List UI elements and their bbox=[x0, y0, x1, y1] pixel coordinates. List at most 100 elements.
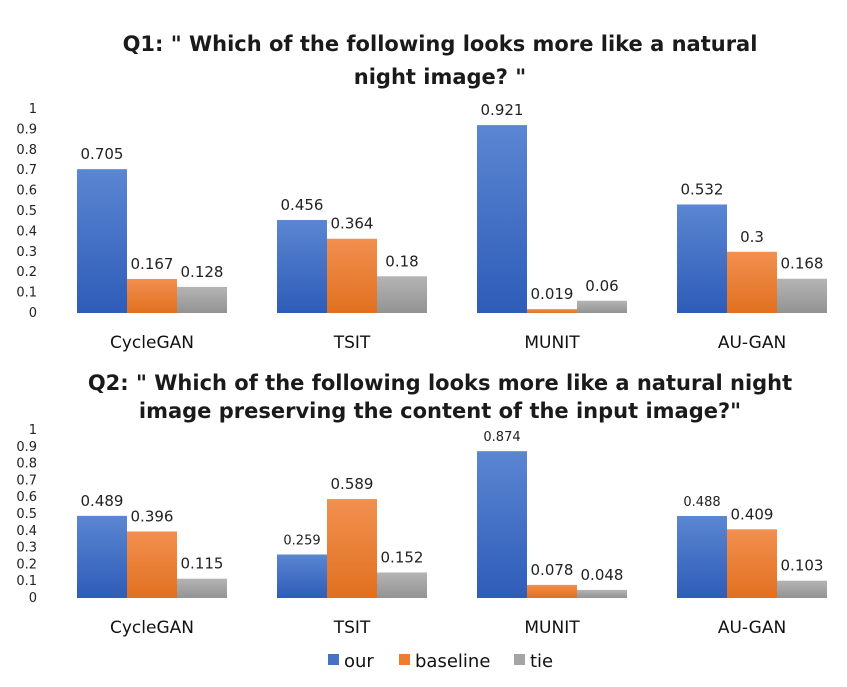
legend-swatch-tie bbox=[514, 654, 525, 665]
bar-baseline-tsit bbox=[327, 238, 377, 313]
data-label-our: 0.456 bbox=[281, 196, 324, 214]
y-tick-label: 0.2 bbox=[16, 557, 37, 572]
chart-title-line-2: image preserving the content of the inpu… bbox=[139, 399, 741, 423]
legend: our baseline tie bbox=[328, 651, 553, 672]
data-label-our: 0.489 bbox=[81, 492, 124, 510]
y-tick-label: 0.5 bbox=[16, 507, 37, 522]
data-label-baseline: 0.019 bbox=[531, 285, 574, 303]
data-label-tie: 0.152 bbox=[381, 548, 424, 566]
y-tick-label: 0.4 bbox=[16, 224, 37, 239]
bar-tie-munit bbox=[577, 300, 627, 313]
y-tick-label: 1 bbox=[29, 102, 37, 117]
x-axis-categories: CycleGAN TSIT MUNIT AU-GAN bbox=[110, 333, 786, 353]
bar-tie-munit bbox=[577, 589, 627, 598]
x-category-label: MUNIT bbox=[524, 618, 580, 638]
data-label-baseline: 0.364 bbox=[331, 215, 374, 233]
x-category-label: MUNIT bbox=[524, 333, 580, 353]
legend-item-our: our bbox=[328, 651, 374, 672]
bar-our-tsit bbox=[277, 554, 327, 598]
legend-item-baseline: baseline bbox=[399, 651, 490, 672]
x-category-label: CycleGAN bbox=[110, 618, 194, 638]
bar-baseline-cyclegan bbox=[127, 531, 177, 598]
data-label-our: 0.921 bbox=[481, 101, 524, 119]
bar-our-tsit bbox=[277, 219, 327, 313]
y-tick-label: 0.6 bbox=[16, 184, 37, 199]
data-label-tie: 0.06 bbox=[585, 277, 618, 295]
data-label-our: 0.488 bbox=[683, 495, 720, 510]
bar-our-cyclegan bbox=[77, 515, 127, 598]
data-labels: 0.705 0.456 0.921 0.532 0.167 0.364 0.019 0.3 0.… bbox=[81, 101, 824, 303]
bar-baseline-au-gan bbox=[727, 529, 777, 598]
x-category-label: TSIT bbox=[333, 618, 371, 638]
x-axis-categories: CycleGAN TSIT MUNIT AU-GAN bbox=[110, 618, 786, 638]
bar-tie-cyclegan bbox=[177, 578, 227, 598]
bar-our-cyclegan bbox=[77, 169, 127, 313]
chart-title-line-1: Q2: " Which of the following looks more … bbox=[88, 371, 792, 395]
data-label-baseline: 0.396 bbox=[131, 507, 174, 525]
legend-item-tie: tie bbox=[514, 651, 553, 672]
y-tick-label: 0.7 bbox=[16, 163, 37, 178]
legend-label-tie: tie bbox=[530, 651, 553, 672]
y-tick-label: 0.9 bbox=[16, 122, 37, 137]
y-axis-ticks: 00.10.20.30.40.50.60.70.80.91 bbox=[16, 102, 37, 321]
y-tick-label: 0.4 bbox=[16, 524, 37, 539]
legend-label-baseline: baseline bbox=[415, 651, 490, 672]
bar-tie-tsit bbox=[377, 572, 427, 598]
data-label-our: 0.874 bbox=[483, 430, 520, 445]
legend-swatch-our bbox=[328, 654, 339, 665]
bar-baseline-munit bbox=[527, 309, 577, 313]
y-axis-ticks: 0 0.1 0.20.3 0.4 0.5 0.6 0.70.8 0.9 1 bbox=[16, 423, 37, 606]
bar-tie-au-gan bbox=[777, 580, 827, 598]
bars bbox=[77, 125, 827, 313]
bar-our-munit bbox=[477, 125, 527, 313]
bar-tie-au-gan bbox=[777, 278, 827, 313]
data-label-tie: 0.048 bbox=[581, 566, 624, 584]
legend-swatch-baseline bbox=[399, 654, 410, 665]
x-category-label: AU-GAN bbox=[718, 618, 786, 638]
x-category-label: CycleGAN bbox=[110, 333, 194, 353]
bar-baseline-au-gan bbox=[727, 251, 777, 313]
bar-tie-cyclegan bbox=[177, 286, 227, 313]
legend-label-our: our bbox=[344, 651, 374, 672]
data-label-baseline: 0.078 bbox=[531, 561, 574, 579]
chart-title-line-1: Q1: " Which of the following looks more … bbox=[123, 32, 758, 56]
data-label-our: 0.705 bbox=[81, 145, 124, 163]
data-label-our: 0.532 bbox=[681, 180, 724, 198]
data-label-tie: 0.18 bbox=[385, 252, 418, 270]
bar-tie-tsit bbox=[377, 276, 427, 313]
y-tick-label: 0.5 bbox=[16, 204, 37, 219]
y-tick-label: 0.8 bbox=[16, 457, 37, 472]
y-tick-label: 0.8 bbox=[16, 143, 37, 158]
data-label-baseline: 0.409 bbox=[731, 505, 774, 523]
y-tick-label: 0.1 bbox=[16, 574, 37, 589]
bar-baseline-cyclegan bbox=[127, 278, 177, 313]
data-label-baseline: 0.589 bbox=[331, 475, 374, 493]
x-category-label: AU-GAN bbox=[718, 333, 786, 353]
y-tick-label: 0.7 bbox=[16, 473, 37, 488]
data-label-baseline: 0.3 bbox=[740, 228, 764, 246]
y-tick-label: 0 bbox=[29, 306, 37, 321]
bars bbox=[77, 451, 827, 598]
bar-our-au-gan bbox=[677, 204, 727, 313]
chart-q1: Q1: " Which of the following looks more … bbox=[16, 32, 827, 353]
y-tick-label: 0.3 bbox=[16, 245, 37, 260]
y-tick-label: 0.9 bbox=[16, 440, 37, 455]
data-label-tie: 0.103 bbox=[781, 557, 824, 575]
x-category-label: TSIT bbox=[333, 333, 371, 353]
data-label-tie: 0.168 bbox=[781, 255, 824, 273]
y-tick-label: 0.6 bbox=[16, 490, 37, 505]
y-tick-label: 1 bbox=[29, 423, 37, 438]
data-label-tie: 0.128 bbox=[181, 263, 224, 281]
bar-our-au-gan bbox=[677, 516, 727, 598]
bar-baseline-munit bbox=[527, 584, 577, 598]
bar-our-munit bbox=[477, 451, 527, 598]
y-tick-label: 0.2 bbox=[16, 265, 37, 280]
y-tick-label: 0.3 bbox=[16, 541, 37, 556]
chart-title-line-2: night image? " bbox=[354, 65, 526, 89]
data-labels: 0.489 0.259 0.874 0.488 0.396 0.589 0.078 0.409… bbox=[81, 430, 824, 584]
y-tick-label: 0 bbox=[29, 591, 37, 606]
chart-q2: Q2: " Which of the following looks more … bbox=[16, 371, 827, 638]
data-label-baseline: 0.167 bbox=[131, 255, 174, 273]
data-label-our: 0.259 bbox=[283, 533, 320, 548]
